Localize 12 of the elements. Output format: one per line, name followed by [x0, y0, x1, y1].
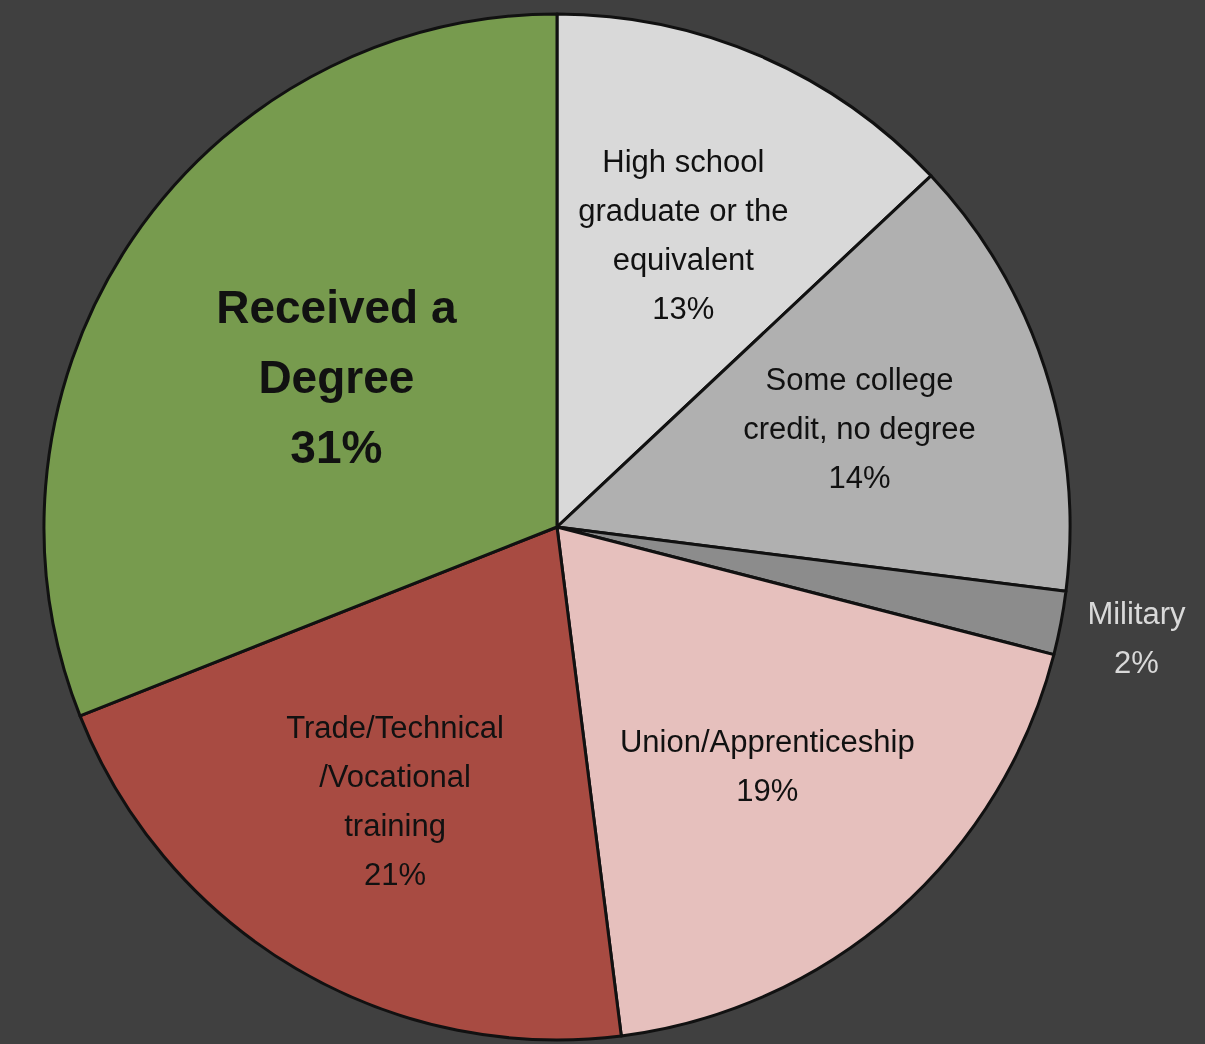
data-label: 31%: [290, 421, 383, 474]
slice-label: Some college credit, no degree: [743, 362, 976, 447]
data-label: 19%: [736, 772, 799, 808]
data-label: 13%: [652, 291, 715, 327]
data-label: 14%: [828, 460, 891, 496]
slice-label: High school graduate or the equivalent: [578, 144, 789, 278]
slice-label: Received a Degree: [216, 281, 457, 404]
data-label: 2%: [1114, 644, 1159, 680]
slice-label: Union/Apprenticeship: [619, 723, 915, 759]
data-label: 21%: [364, 856, 427, 892]
slice-label: Trade/Technical /Vocational training: [286, 709, 504, 843]
slice-label: Military: [1087, 595, 1187, 631]
